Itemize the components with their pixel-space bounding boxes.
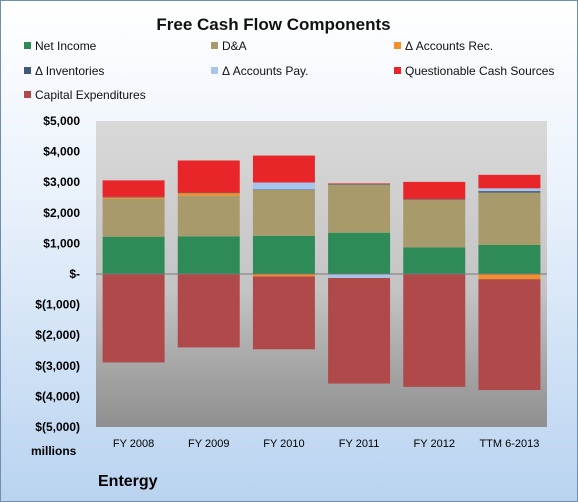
bar-segment-capital-expenditures-2 (252, 276, 315, 350)
y-tick-label: $1,000 (43, 236, 80, 250)
y-axis: $5,000 $4,000 $3,000 $2,000 $1,000 $- $(1,000)… (35, 114, 80, 434)
bar-segment-accounts-rec-0 (102, 197, 165, 199)
bar-segment-net-income-4 (403, 247, 466, 274)
legend-swatch-inventories (24, 67, 31, 75)
legend-item-accounts-pay: Δ Accounts Pay. (211, 64, 309, 78)
legend-label-capex: Capital Expenditures (35, 88, 146, 102)
bar-segment-net-income-2 (252, 235, 315, 274)
bar-segment-questionable-cash-sources-5 (478, 174, 541, 189)
legend-item-capex: Capital Expenditures (24, 88, 146, 102)
bar-segment-inventories-3 (328, 184, 391, 185)
y-tick-label: $(5,000) (35, 420, 80, 434)
bar-segment-accounts-rec-5 (478, 274, 541, 280)
bar-segment-questionable-cash-sources-4 (403, 181, 466, 200)
bar-segment-capital-expenditures-0 (102, 274, 165, 363)
unit-label: millions (31, 444, 77, 458)
bar-segment-d-a-0 (102, 198, 165, 237)
legend-label-accounts-pay: Δ Accounts Pay. (222, 64, 309, 78)
bar-segment-questionable-cash-sources-2 (252, 155, 315, 183)
bar-segment-net-income-5 (478, 244, 541, 274)
legend-label-questionable-cash: Questionable Cash Sources (405, 64, 555, 78)
legend-swatch-questionable-cash (394, 67, 401, 75)
bar-segment-capital-expenditures-3 (328, 277, 391, 384)
y-tick-label: $5,000 (43, 114, 80, 128)
bar-segment-capital-expenditures-4 (403, 274, 466, 387)
bar-segment-net-income-0 (102, 236, 165, 274)
legend-swatch-net-income (24, 42, 31, 50)
bar-segment-capital-expenditures-5 (478, 279, 541, 390)
bar-segment-net-income-3 (328, 232, 391, 274)
x-tick-label: FY 2010 (263, 438, 304, 450)
bar-segment-inventories-5 (478, 191, 541, 193)
legend-item-questionable-cash: Questionable Cash Sources (394, 64, 554, 78)
y-tick-label: $4,000 (43, 145, 80, 159)
bar-segment-d-a-2 (252, 189, 315, 236)
bar-segment-inventories-4 (403, 199, 466, 200)
legend-item-accounts-rec: Δ Accounts Rec. (394, 39, 493, 53)
x-axis: FY 2008 FY 2009 FY 2010 FY 2011 FY 2012 TTM 6… (113, 438, 539, 450)
legend-swatch-da (211, 42, 218, 50)
x-tick-label: FY 2008 (113, 438, 154, 450)
bar-segment-inventories-0 (102, 196, 165, 198)
y-tick-label: $(1,000) (35, 298, 80, 312)
legend-item-net-income: Net Income (24, 39, 96, 53)
bar-segment-d-a-3 (328, 184, 391, 233)
bar-segment-accounts-rec-1 (177, 192, 240, 196)
bar-segment-inventories-1 (177, 192, 240, 194)
legend-item-da: D&A (211, 39, 247, 53)
bar-segment-accounts-rec-2 (252, 274, 315, 277)
y-tick-label: $3,000 (43, 175, 80, 189)
bar-segment-accounts-pay-3 (328, 274, 391, 278)
bar-segment-questionable-cash-sources-3 (328, 183, 391, 185)
bar-segment-inventories-2 (252, 189, 315, 191)
legend-label-net-income: Net Income (35, 39, 97, 53)
bar-segment-questionable-cash-sources-0 (102, 180, 165, 197)
x-tick-label: FY 2011 (339, 438, 380, 450)
bar-segment-accounts-pay-5 (478, 188, 541, 192)
y-tick-label: $(2,000) (35, 328, 80, 342)
bar-segment-d-a-4 (403, 199, 466, 248)
legend-swatch-accounts-rec (394, 42, 401, 50)
legend-swatch-accounts-pay (211, 67, 218, 75)
chart-title: Free Cash Flow Components (156, 15, 391, 34)
y-tick-label: $(3,000) (35, 359, 80, 373)
x-tick-label: FY 2009 (188, 438, 229, 450)
bar-segment-d-a-5 (478, 192, 541, 245)
y-tick-label: $2,000 (43, 206, 80, 220)
x-tick-label: TTM 6-2013 (479, 438, 539, 450)
company-label: Entergy (98, 473, 158, 490)
legend-item-inventories: Δ Inventories (24, 64, 104, 78)
legend-label-inventories: Δ Inventories (35, 64, 105, 78)
legend-label-da: D&A (222, 39, 247, 53)
bar-segment-net-income-1 (177, 236, 240, 274)
bar-segment-capital-expenditures-1 (177, 274, 240, 348)
bar-segment-accounts-pay-2 (252, 182, 315, 190)
x-tick-label: FY 2012 (414, 438, 455, 450)
legend-label-accounts-rec: Δ Accounts Rec. (405, 39, 494, 53)
bar-segment-d-a-1 (177, 195, 240, 237)
bar-segment-questionable-cash-sources-1 (177, 160, 240, 193)
bar-series (96, 155, 547, 390)
y-tick-label: $- (69, 267, 80, 281)
legend-swatch-capex (24, 91, 31, 99)
y-tick-label: $(4,000) (35, 389, 80, 403)
